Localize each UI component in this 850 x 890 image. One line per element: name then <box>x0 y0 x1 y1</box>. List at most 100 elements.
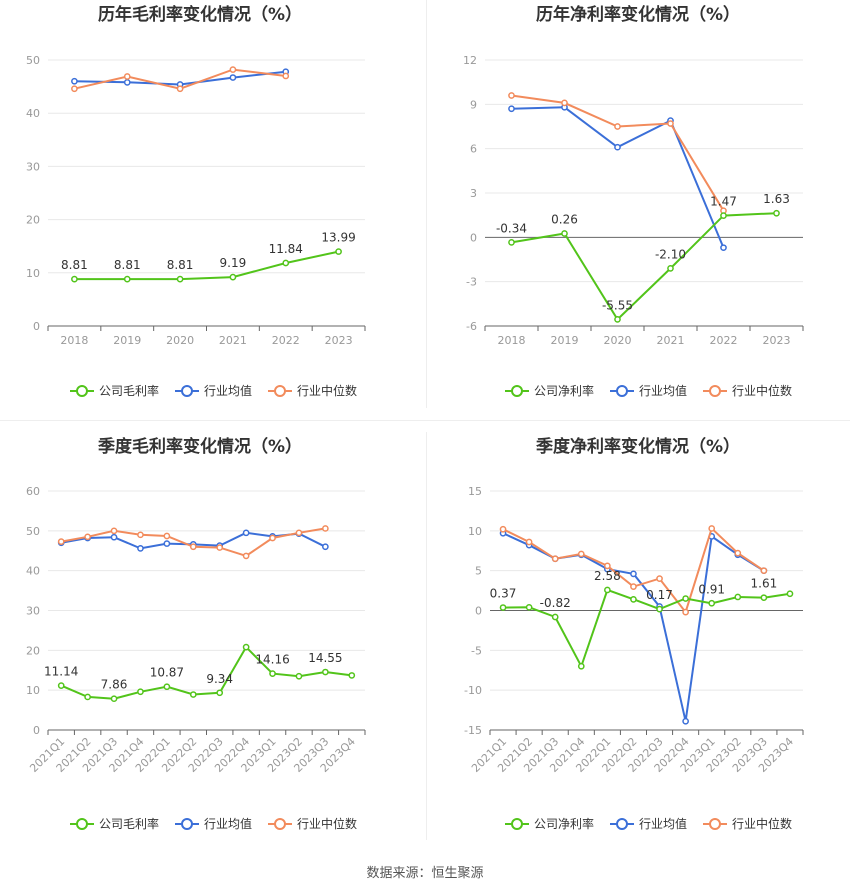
series-line-company <box>502 588 791 669</box>
data-label: 2.58 <box>594 569 621 583</box>
y-tick-label: 3 <box>470 187 477 200</box>
data-point <box>604 562 611 570</box>
data-point <box>577 662 585 670</box>
data-point <box>282 259 290 267</box>
chart-title: 历年毛利率变化情况（%） <box>98 4 302 25</box>
data-point <box>786 590 794 598</box>
panel-divider <box>426 0 427 408</box>
data-label: 1.63 <box>763 192 790 206</box>
data-label: 11.14 <box>44 665 78 679</box>
data-label: 14.16 <box>255 653 289 667</box>
data-label: 8.81 <box>167 258 194 272</box>
chart-title: 历年净利率变化情况（%） <box>536 4 740 25</box>
data-point <box>123 73 131 80</box>
data-point <box>667 265 674 272</box>
y-tick-label: -15 <box>464 724 482 737</box>
legend-item: 行业均值 <box>175 816 252 831</box>
chart-panel-2: 历年净利率变化情况（%） -6 -3 0 3 6 9 12 2018 2019 2020 2021 20… <box>463 4 804 398</box>
data-point <box>577 550 585 558</box>
legend-label: 行业中位数 <box>297 816 357 831</box>
legend-item: 公司毛利率 <box>70 383 159 398</box>
data-point <box>773 209 780 217</box>
data-point <box>561 230 568 237</box>
y-tick-label: 5 <box>475 565 482 578</box>
data-point <box>614 316 621 323</box>
series-line-company <box>60 645 352 700</box>
data-point <box>163 532 171 540</box>
legend-marker <box>274 385 286 397</box>
legend-label: 行业均值 <box>204 383 252 398</box>
data-point <box>682 608 689 616</box>
data-point <box>499 525 507 533</box>
legend-marker <box>511 385 523 397</box>
series-line-industry-average <box>502 532 765 722</box>
data-point <box>682 595 689 602</box>
data-point <box>242 529 250 537</box>
legend-marker <box>511 818 523 830</box>
y-tick-label: 40 <box>26 565 40 578</box>
y-tick-label: 10 <box>468 525 482 538</box>
data-label: 8.81 <box>61 258 88 272</box>
data-point <box>499 604 507 611</box>
legend-marker <box>616 818 628 830</box>
data-point <box>57 538 65 545</box>
y-tick-label: -3 <box>466 276 477 289</box>
legend-label: 行业均值 <box>204 816 252 831</box>
x-tick-label: 2018 <box>60 334 88 347</box>
data-point <box>614 143 621 151</box>
data-point <box>123 275 131 283</box>
data-label: 9.34 <box>206 672 233 686</box>
legend-label: 行业均值 <box>639 383 687 398</box>
legend-label: 行业中位数 <box>732 383 792 398</box>
legend-item: 行业均值 <box>175 383 252 398</box>
y-tick-label: 0 <box>33 724 40 737</box>
data-point <box>123 78 131 86</box>
x-tick-label: 2021 <box>657 334 685 347</box>
series-line-company <box>74 250 339 281</box>
y-tick-label: 30 <box>26 160 40 173</box>
data-point <box>760 594 768 602</box>
legend-label: 公司净利率 <box>534 816 594 831</box>
legend-item: 行业中位数 <box>268 383 357 398</box>
data-point <box>176 275 184 283</box>
x-tick-label: 2019 <box>113 334 141 347</box>
legend-item: 行业中位数 <box>703 383 792 398</box>
data-point <box>163 683 171 691</box>
data-point <box>551 613 559 621</box>
y-tick-label: 10 <box>26 267 40 280</box>
data-label: -0.34 <box>496 221 527 235</box>
data-point <box>525 603 533 611</box>
x-tick-label: 2018 <box>498 334 526 347</box>
data-point <box>604 586 611 594</box>
data-point <box>551 555 559 563</box>
data-label: 0.17 <box>646 588 673 602</box>
y-tick-label: 0 <box>475 605 482 618</box>
data-point <box>508 239 515 246</box>
data-point <box>71 275 78 283</box>
legend-item: 行业中位数 <box>268 816 357 831</box>
data-point <box>614 123 621 130</box>
data-label: 0.26 <box>551 212 578 226</box>
y-tick-label: -6 <box>466 320 477 333</box>
data-point <box>656 605 663 613</box>
legend-marker <box>274 818 286 830</box>
data-point <box>216 544 224 551</box>
y-tick-label: -5 <box>471 644 482 657</box>
x-tick-label: 2019 <box>551 334 579 347</box>
data-label: -2.10 <box>655 247 686 261</box>
data-point <box>57 682 65 689</box>
data-point <box>71 85 78 93</box>
data-point <box>71 77 78 85</box>
data-point <box>110 695 118 703</box>
data-label: 1.47 <box>710 195 737 209</box>
x-tick-label: 2020 <box>604 334 632 347</box>
data-point <box>242 643 250 651</box>
data-point <box>229 273 237 281</box>
legend-label: 行业中位数 <box>297 383 357 398</box>
data-point <box>720 244 727 252</box>
data-point <box>734 593 742 601</box>
row-divider <box>0 420 850 421</box>
data-point <box>630 570 637 578</box>
y-tick-label: 60 <box>26 485 40 498</box>
data-label: 13.99 <box>321 231 355 245</box>
